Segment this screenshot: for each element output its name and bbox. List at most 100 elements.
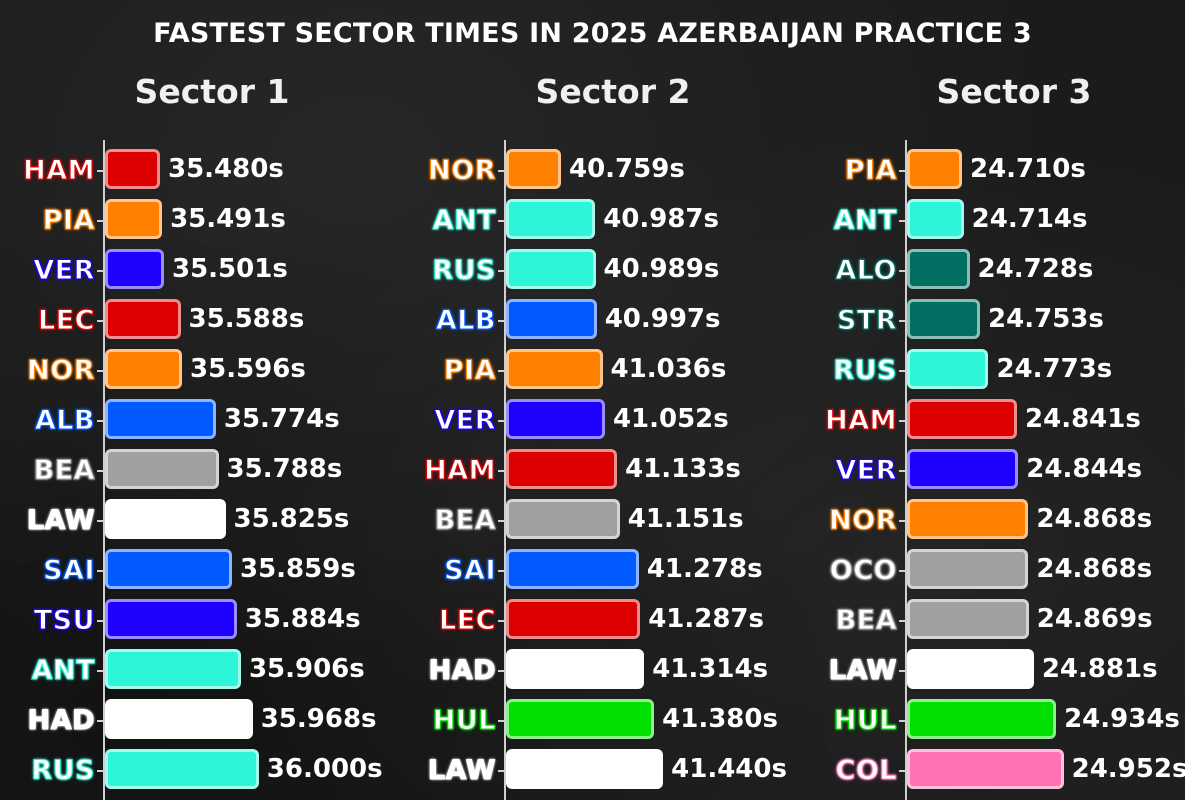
sector-2-bar <box>506 749 664 789</box>
sector-3-driver-label: ANT <box>833 205 897 237</box>
sector-3-driver-label: LAW <box>828 655 897 687</box>
sector-1-driver-label: SAI <box>43 555 95 587</box>
sector-1-tick <box>97 620 103 622</box>
sector-3-value-label: 24.753s <box>988 304 1104 334</box>
sector-1-driver-label: VER <box>33 255 95 287</box>
sector-1-value-label: 35.491s <box>170 204 286 234</box>
sector-1-driver-label: HAD <box>27 705 95 737</box>
sector-1-bar <box>105 749 259 789</box>
sector-3-bar <box>907 249 970 289</box>
sector-1-driver-label: TSU <box>33 605 95 637</box>
sector-2-driver-label: HUL <box>432 705 496 737</box>
sector-1-driver-label: BEA <box>33 455 95 487</box>
sector-2-bar <box>506 349 603 389</box>
sector-1-tick <box>97 470 103 472</box>
sector-2-driver-label: SAI <box>444 555 496 587</box>
sector-1-driver-label: LEC <box>38 305 95 337</box>
sector-1-bar <box>105 649 241 689</box>
sector-3-bar <box>907 499 1029 539</box>
sector-1-bar <box>105 149 160 189</box>
sector-1-tick <box>97 270 103 272</box>
sector-1-bar <box>105 399 216 439</box>
sector-2-bar <box>506 149 561 189</box>
sector-1-value-label: 35.859s <box>240 554 356 584</box>
sector-2-tick <box>498 320 504 322</box>
sector-2-bar <box>506 199 596 239</box>
sector-2-tick <box>498 370 504 372</box>
sector-2-driver-label: HAM <box>424 455 496 487</box>
sector-3-tick <box>899 420 905 422</box>
sector-2-driver-label: LEC <box>439 605 496 637</box>
sector-1-bar <box>105 499 226 539</box>
sector-1-value-label: 36.000s <box>266 754 383 784</box>
sector-1-driver-label: NOR <box>27 355 95 387</box>
sector-1-tick <box>97 170 103 172</box>
sector-2-tick <box>498 170 504 172</box>
sector-2-driver-label: RUS <box>432 255 496 287</box>
sector-3-value-label: 24.934s <box>1064 704 1180 734</box>
sector-3-axis <box>905 140 907 800</box>
sector-2-value-label: 41.133s <box>625 454 741 484</box>
sector-2-value-label: 41.052s <box>612 404 729 434</box>
sector-1-tick <box>97 770 103 772</box>
sector-2-value-label: 41.278s <box>646 554 763 584</box>
sector-1-bar <box>105 349 183 389</box>
sector-2-tick <box>498 620 504 622</box>
chart-title: FASTEST SECTOR TIMES IN 2025 AZERBAIJAN … <box>153 18 1032 49</box>
sector-2-bar <box>506 399 605 439</box>
sector-2-bar <box>506 649 645 689</box>
sector-3-driver-label: PIA <box>844 155 897 187</box>
sector-3-bar <box>907 699 1057 739</box>
sector-3-value-label: 24.714s <box>971 204 1088 234</box>
sector-1-driver-label: ANT <box>31 655 95 687</box>
sector-3-tick <box>899 220 905 222</box>
sector-3-value-label: 24.844s <box>1026 454 1143 484</box>
sector-2-driver-label: BEA <box>434 505 496 537</box>
sector-1-bar <box>105 599 237 639</box>
sector-1-value-label: 35.825s <box>233 504 350 534</box>
sector-2-driver-label: ALB <box>435 305 496 337</box>
sector-3-value-label: 24.841s <box>1025 404 1141 434</box>
sector-3-tick <box>899 370 905 372</box>
sector-1-bar <box>105 299 181 339</box>
sector-1-bar <box>105 449 219 489</box>
sector-2-axis <box>504 140 506 800</box>
sector-3-driver-label: ALO <box>835 255 897 287</box>
sector-1-value-label: 35.906s <box>248 654 365 684</box>
sector-2-driver-label: ANT <box>432 205 496 237</box>
sector-1-value-label: 35.501s <box>171 254 288 284</box>
sector-2-tick <box>498 770 504 772</box>
sector-1-driver-label: PIA <box>42 205 95 237</box>
sector-3-tick <box>899 520 905 522</box>
sector-1-bar <box>105 199 163 239</box>
sector-2-tick <box>498 720 504 722</box>
sector-3-driver-label: HUL <box>833 705 897 737</box>
sector-3-tick <box>899 720 905 722</box>
sector-1-driver-label: HAM <box>23 155 95 187</box>
sector-2-bar <box>506 499 620 539</box>
sector-3-value-label: 24.728s <box>977 254 1094 284</box>
sector-2-driver-label: HAD <box>428 655 496 687</box>
sector-1-tick <box>97 320 103 322</box>
sector-3-value-label: 24.868s <box>1036 554 1153 584</box>
sector-3-bar <box>907 599 1029 639</box>
sector-3-tick <box>899 320 905 322</box>
sector-3-tick <box>899 470 905 472</box>
sector-1-driver-label: LAW <box>26 505 95 537</box>
sector-3-value-label: 24.773s <box>996 354 1113 384</box>
sector-1-tick <box>97 370 103 372</box>
sector-1-driver-label: RUS <box>31 755 95 787</box>
sector-3-driver-label: HAM <box>825 405 897 437</box>
sector-1-tick <box>97 570 103 572</box>
sector-2-driver-label: LAW <box>427 755 496 787</box>
sector-3-driver-label: STR <box>836 305 897 337</box>
sector-3-value-label: 24.881s <box>1041 654 1158 684</box>
sector-2-tick <box>498 220 504 222</box>
sector-2-value-label: 41.440s <box>671 754 787 784</box>
sector-2-tick <box>498 270 504 272</box>
sector-1-value-label: 35.480s <box>168 154 284 184</box>
sector-3-tick <box>899 620 905 622</box>
sector-3-bar <box>907 399 1018 439</box>
sector-3-bar <box>907 349 989 389</box>
